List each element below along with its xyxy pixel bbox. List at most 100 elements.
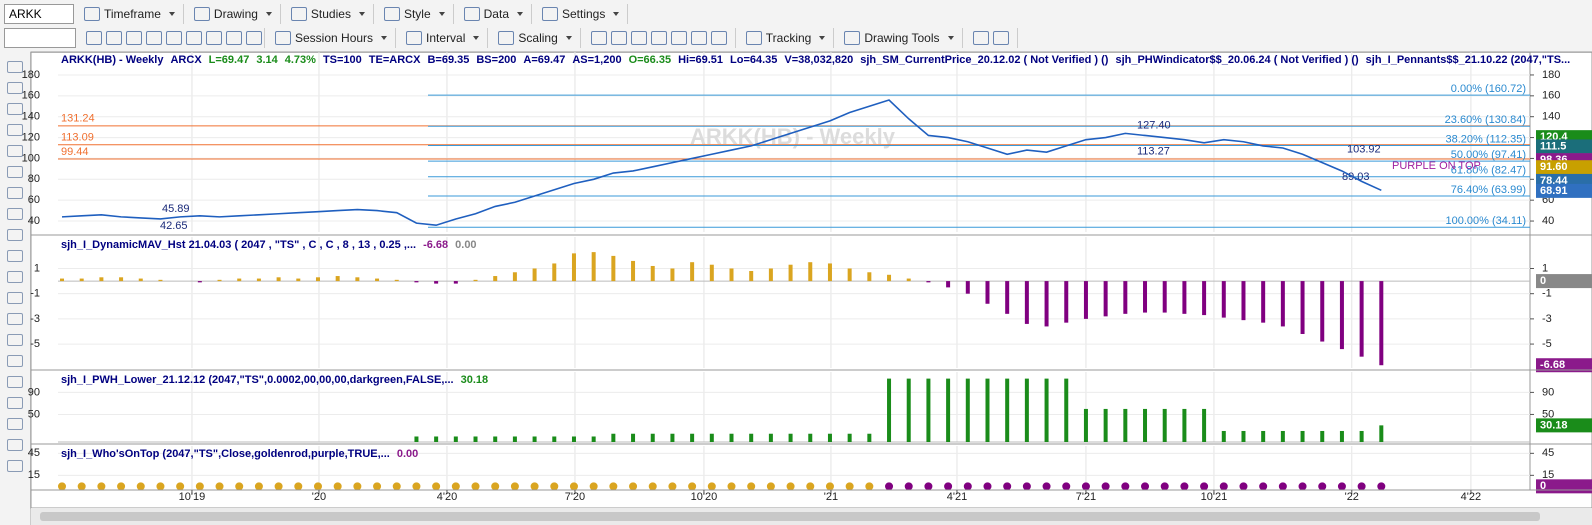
histogram-bar — [788, 433, 793, 442]
dot — [806, 482, 815, 491]
histogram-bar — [847, 268, 852, 282]
dot — [550, 482, 559, 491]
histogram-bar — [1320, 430, 1325, 442]
title-item: L=69.47 — [209, 54, 250, 66]
price-tag — [1536, 160, 1592, 175]
histogram-bar — [453, 436, 458, 442]
y-tick-label: -5 — [1542, 338, 1552, 350]
dot — [77, 482, 86, 491]
menu-label: Data — [483, 7, 509, 21]
menu-button[interactable]: Style — [380, 4, 454, 24]
dot — [195, 482, 204, 491]
histogram-bar — [276, 277, 281, 282]
histogram-bar — [670, 268, 675, 282]
dot — [491, 482, 500, 491]
histogram-bar — [335, 276, 340, 282]
histogram-bar — [1339, 430, 1344, 442]
menu-button[interactable]: Timeframe — [80, 4, 184, 24]
histogram-bar — [1320, 281, 1325, 342]
histogram-bar — [631, 433, 636, 442]
y-tick-label: 15 — [28, 469, 40, 481]
histogram-bar — [926, 378, 931, 442]
y-tick-label: 40 — [1542, 215, 1554, 227]
histogram-bar — [119, 277, 124, 282]
price-tag — [1536, 183, 1592, 198]
dot — [845, 482, 854, 491]
price-annotation: 127.40 — [1137, 120, 1171, 132]
histogram-bar — [552, 436, 557, 442]
histogram-bar — [1379, 425, 1384, 442]
dot — [136, 482, 145, 491]
histogram-bar — [749, 433, 754, 442]
histogram-bar — [946, 281, 951, 288]
dot — [392, 482, 401, 491]
dot — [648, 482, 657, 491]
menu-label: Drawing Tools — [864, 31, 940, 45]
menu-button[interactable]: Data — [460, 4, 532, 24]
menu-label: Timeframe — [104, 7, 161, 21]
menu-button[interactable]: Drawing Tools — [840, 28, 963, 48]
icon-group[interactable] — [82, 28, 265, 48]
y-tick-label: 100 — [22, 152, 40, 164]
price-tag — [1536, 139, 1592, 154]
histogram-bar — [1005, 378, 1010, 442]
y-tick-label: 1 — [34, 262, 40, 274]
dot — [313, 482, 322, 491]
histogram-bar — [434, 281, 439, 284]
histogram-bar — [1221, 430, 1226, 442]
menu-button[interactable]: Interval — [402, 28, 489, 48]
menu-button[interactable]: Scaling — [494, 28, 581, 48]
histogram-bar — [690, 433, 695, 442]
y-tick-label: 45 — [28, 447, 40, 459]
price-tag — [1536, 358, 1592, 373]
histogram-bar — [906, 378, 911, 442]
title-item: 0.00 — [397, 448, 418, 460]
panel-title: sjh_I_Who'sOnTop (2047,"TS",Close,golden… — [61, 448, 418, 460]
histogram-bar — [788, 264, 793, 282]
x-tick-label: '21 — [824, 491, 838, 503]
y-tick-label: 60 — [28, 194, 40, 206]
histogram-bar — [690, 262, 695, 282]
histogram-bar — [1064, 378, 1069, 442]
histogram-bar — [1221, 281, 1226, 318]
histogram-bar — [1182, 281, 1187, 314]
histogram-bar — [1083, 281, 1088, 319]
histogram-bar — [1143, 281, 1148, 313]
menu-button[interactable]: Settings — [538, 4, 629, 24]
histogram-bar — [493, 436, 498, 442]
y-tick-label: 160 — [22, 90, 40, 102]
histogram-bar — [906, 278, 911, 282]
icon-group[interactable] — [969, 28, 1018, 48]
dot — [254, 482, 263, 491]
histogram-bar — [827, 263, 832, 282]
menu-button[interactable]: Drawing — [190, 4, 281, 24]
price-tag — [1536, 274, 1592, 289]
dot — [176, 482, 185, 491]
histogram-bar — [1123, 281, 1128, 314]
x-tick-label: 7'20 — [565, 491, 585, 503]
histogram-bar — [79, 278, 84, 282]
histogram-bar — [355, 277, 360, 282]
dot — [294, 482, 303, 491]
x-tick-label: 7'21 — [1076, 491, 1096, 503]
dot — [1160, 482, 1169, 491]
dot — [924, 482, 933, 491]
symbol-box[interactable]: ARKK — [4, 4, 74, 24]
fib-label: 76.40% (63.99) — [1451, 184, 1526, 196]
histogram-bar — [591, 436, 596, 442]
histogram-bar — [768, 268, 773, 282]
input-box[interactable] — [4, 28, 76, 48]
histogram-bar — [1005, 281, 1010, 314]
icon-group[interactable] — [587, 28, 736, 48]
histogram-bar — [394, 279, 399, 282]
menu-button[interactable]: Tracking — [742, 28, 835, 48]
dot — [530, 482, 539, 491]
histogram-bar — [414, 436, 419, 442]
menu-button[interactable]: Studies — [287, 4, 374, 24]
histogram-bar — [709, 264, 714, 282]
dot — [1062, 482, 1071, 491]
histogram-bar — [473, 279, 478, 282]
histogram-bar — [552, 263, 557, 282]
menu-button[interactable]: Session Hours — [271, 28, 397, 48]
dot — [825, 482, 834, 491]
